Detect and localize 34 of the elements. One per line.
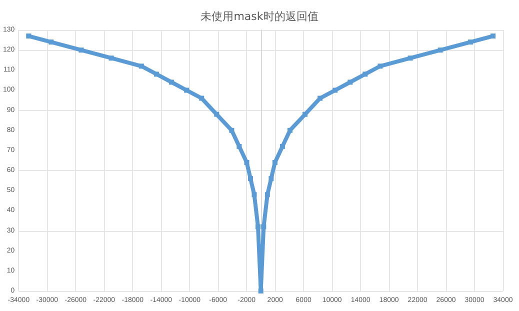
chart-title: 未使用mask时的返回值	[200, 10, 318, 23]
point	[26, 34, 32, 39]
point	[256, 224, 261, 230]
point	[214, 112, 220, 117]
point	[302, 112, 308, 117]
point	[264, 192, 270, 198]
point	[78, 48, 84, 53]
point	[138, 64, 144, 69]
point	[244, 160, 250, 166]
point	[48, 40, 54, 45]
point	[261, 224, 266, 230]
point	[318, 96, 323, 101]
point	[252, 192, 257, 198]
point	[438, 48, 443, 53]
point	[268, 176, 274, 182]
point	[332, 88, 338, 93]
point	[154, 72, 159, 77]
point	[378, 64, 383, 69]
point	[272, 160, 278, 166]
point	[258, 288, 264, 294]
point	[184, 88, 190, 93]
point	[348, 80, 353, 85]
point	[408, 56, 413, 61]
point	[287, 128, 292, 133]
point	[199, 96, 204, 101]
point	[468, 40, 473, 45]
point	[490, 34, 496, 39]
point	[169, 80, 174, 85]
point	[280, 144, 285, 149]
point	[229, 128, 234, 133]
point	[362, 72, 368, 77]
point	[248, 176, 253, 182]
point	[236, 144, 242, 149]
point	[108, 56, 114, 61]
